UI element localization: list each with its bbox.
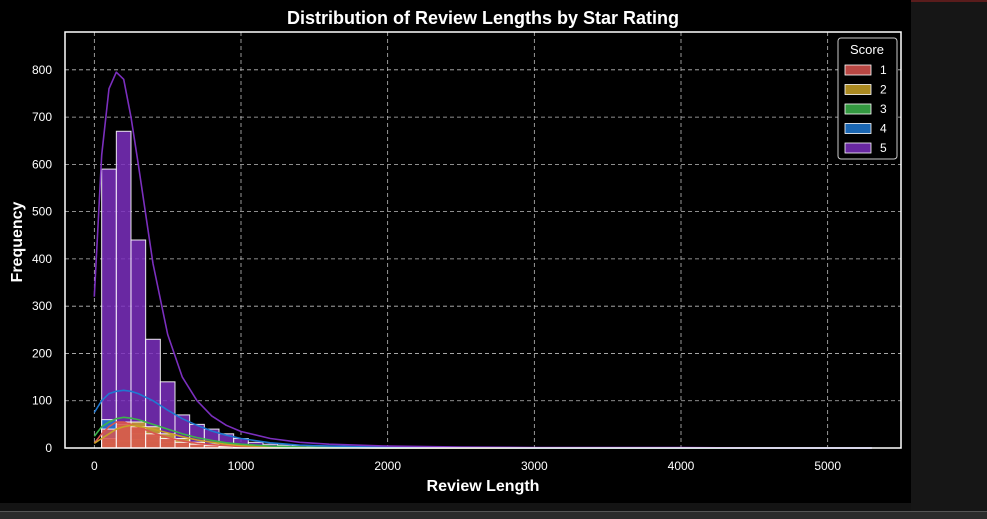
legend-swatch bbox=[845, 85, 871, 95]
histogram-bar bbox=[131, 427, 146, 448]
legend-label: 1 bbox=[880, 63, 887, 77]
histogram-chart: Distribution of Review Lengths by Star R… bbox=[0, 0, 911, 503]
side-panel bbox=[911, 0, 987, 518]
x-tick-label: 4000 bbox=[668, 459, 695, 473]
x-tick-label: 3000 bbox=[521, 459, 548, 473]
legend-label: 2 bbox=[880, 83, 887, 97]
plot-frame bbox=[65, 32, 901, 448]
y-tick-label: 200 bbox=[32, 346, 52, 360]
grid-layer bbox=[65, 32, 901, 448]
kde-curve bbox=[94, 72, 871, 448]
legend-swatch bbox=[845, 104, 871, 114]
chart-title: Distribution of Review Lengths by Star R… bbox=[287, 8, 679, 28]
histogram-bar bbox=[146, 434, 161, 448]
legend-swatch bbox=[845, 65, 871, 75]
top-edge-line bbox=[911, 0, 987, 2]
y-axis-title: Frequency bbox=[9, 201, 26, 282]
histogram-bar bbox=[160, 439, 175, 448]
legend: Score 1 2 3 4 5 bbox=[838, 38, 897, 159]
histogram-bar bbox=[175, 442, 190, 448]
x-axis-title: Review Length bbox=[427, 478, 540, 495]
legend-label: 3 bbox=[880, 102, 887, 116]
legend-title: Score bbox=[850, 42, 884, 57]
y-tick-label: 500 bbox=[32, 205, 52, 219]
y-tick-label: 0 bbox=[45, 441, 52, 455]
y-tick-label: 400 bbox=[32, 252, 52, 266]
x-tick-label: 2000 bbox=[374, 459, 401, 473]
y-tick-label: 800 bbox=[32, 63, 52, 77]
histogram-bar bbox=[131, 240, 146, 448]
legend-swatch bbox=[845, 143, 871, 153]
y-tick-label: 300 bbox=[32, 299, 52, 313]
legend-label: 4 bbox=[880, 122, 887, 136]
y-tick-label: 700 bbox=[32, 110, 52, 124]
x-tick-label: 5000 bbox=[814, 459, 841, 473]
y-tick-label: 600 bbox=[32, 157, 52, 171]
x-tick-label: 1000 bbox=[228, 459, 255, 473]
histogram-bar bbox=[116, 131, 131, 448]
legend-label: 5 bbox=[880, 141, 887, 155]
legend-swatch bbox=[845, 124, 871, 134]
x-tick-label: 0 bbox=[91, 459, 98, 473]
y-tick-label: 100 bbox=[32, 394, 52, 408]
histogram-bar bbox=[102, 169, 117, 448]
kde-layer bbox=[94, 72, 871, 448]
